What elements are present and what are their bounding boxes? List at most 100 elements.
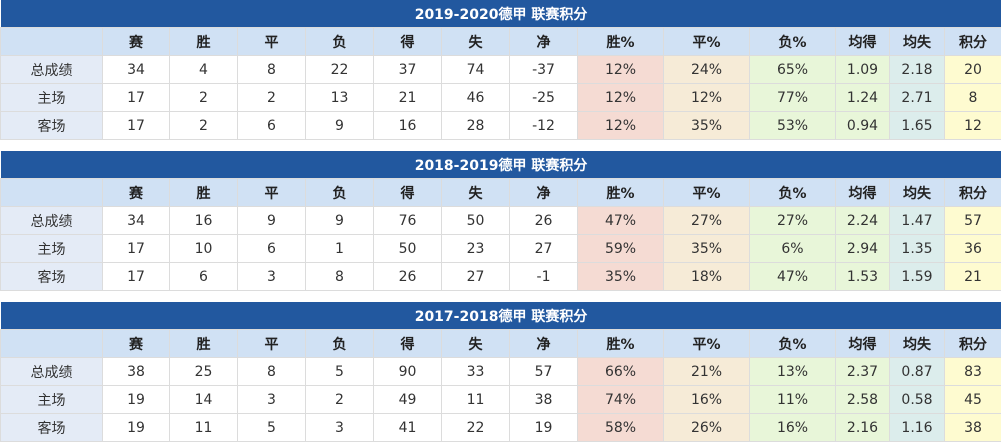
cell-points: 45: [943, 385, 1001, 414]
cell-row-label: 客场: [0, 111, 103, 140]
cell-loss-pct: 13%: [749, 357, 836, 386]
cell-goals-against: 46: [441, 83, 510, 112]
cell-wins: 10: [169, 234, 238, 263]
table-row: 主场 19 14 3 2 49 11 38 74% 16% 11% 2.58 0.58 45: [0, 385, 1001, 414]
cell-goals-against: 28: [441, 111, 510, 140]
cell-played: 34: [102, 206, 170, 235]
header-played: 赛: [102, 329, 170, 358]
cell-goals-for: 41: [373, 413, 442, 442]
cell-goals-for: 21: [373, 83, 442, 112]
cell-avg-goals-against: 0.58: [889, 385, 945, 414]
cell-draw-pct: 21%: [663, 357, 750, 386]
cell-played: 17: [102, 262, 170, 291]
cell-points: 36: [943, 234, 1001, 263]
cell-played: 19: [102, 413, 170, 442]
header-row-label: [0, 178, 103, 207]
cell-loss-pct: 16%: [749, 413, 836, 442]
header-goals-for: 得: [373, 329, 442, 358]
header-avg-goals-against: 均失: [889, 27, 945, 56]
cell-played: 38: [102, 357, 170, 386]
cell-draw-pct: 24%: [663, 55, 750, 84]
cell-goals-for: 26: [373, 262, 442, 291]
cell-wins: 2: [169, 83, 238, 112]
cell-wins: 14: [169, 385, 238, 414]
cell-avg-goals-for: 2.24: [835, 206, 890, 235]
cell-avg-goals-against: 1.35: [889, 234, 945, 263]
cell-win-pct: 74%: [577, 385, 664, 414]
cell-losses: 8: [305, 262, 374, 291]
header-points: 积分: [943, 27, 1001, 56]
cell-avg-goals-for: 1.24: [835, 83, 890, 112]
header-goals-against: 失: [441, 178, 510, 207]
cell-wins: 6: [169, 262, 238, 291]
cell-row-label: 总成绩: [0, 55, 103, 84]
cell-avg-goals-for: 2.58: [835, 385, 890, 414]
cell-goal-diff: -1: [509, 262, 578, 291]
cell-goals-against: 22: [441, 413, 510, 442]
header-win-pct: 胜%: [577, 178, 664, 207]
cell-avg-goals-against: 1.65: [889, 111, 945, 140]
cell-loss-pct: 53%: [749, 111, 836, 140]
cell-goal-diff: 57: [509, 357, 578, 386]
cell-points: 20: [943, 55, 1001, 84]
table-title: 2019-2020德甲 联赛积分: [0, 0, 1001, 28]
cell-win-pct: 58%: [577, 413, 664, 442]
cell-row-label: 主场: [0, 83, 103, 112]
cell-played: 17: [102, 83, 170, 112]
header-points: 积分: [943, 329, 1001, 358]
table-title: 2018-2019德甲 联赛积分: [0, 151, 1001, 179]
header-row-label: [0, 27, 103, 56]
cell-goals-against: 11: [441, 385, 510, 414]
header-avg-goals-for: 均得: [835, 329, 890, 358]
header-draw-pct: 平%: [663, 329, 750, 358]
table-row: 主场 17 10 6 1 50 23 27 59% 35% 6% 2.94 1.35 36: [0, 234, 1001, 263]
cell-goal-diff: -25: [509, 83, 578, 112]
table-row: 客场 17 6 3 8 26 27 -1 35% 18% 47% 1.53 1.59 21: [0, 262, 1001, 291]
header-goal-diff: 净: [509, 329, 578, 358]
cell-avg-goals-against: 2.18: [889, 55, 945, 84]
header-goals-against: 失: [441, 329, 510, 358]
cell-row-label: 主场: [0, 234, 103, 263]
header-losses: 负: [305, 178, 374, 207]
table-row: 总成绩 38 25 8 5 90 33 57 66% 21% 13% 2.37 0.87 83: [0, 357, 1001, 386]
standings-table: 2019-2020德甲 联赛积分赛胜平负得失净胜% 平% 负% 均得 均失 积分 总成绩 34…: [0, 0, 1001, 140]
header-goal-diff: 净: [509, 27, 578, 56]
cell-losses: 13: [305, 83, 374, 112]
cell-row-label: 客场: [0, 262, 103, 291]
cell-loss-pct: 6%: [749, 234, 836, 263]
cell-losses: 5: [305, 357, 374, 386]
cell-goals-for: 37: [373, 55, 442, 84]
cell-avg-goals-against: 1.59: [889, 262, 945, 291]
header-draws: 平: [237, 27, 306, 56]
cell-avg-goals-against: 1.16: [889, 413, 945, 442]
cell-points: 8: [943, 83, 1001, 112]
cell-goals-against: 50: [441, 206, 510, 235]
cell-draw-pct: 12%: [663, 83, 750, 112]
header-avg-goals-against: 均失: [889, 329, 945, 358]
header-played: 赛: [102, 27, 170, 56]
header-wins: 胜: [169, 27, 238, 56]
header-avg-goals-for: 均得: [835, 27, 890, 56]
cell-losses: 1: [305, 234, 374, 263]
header-avg-goals-against: 均失: [889, 178, 945, 207]
cell-win-pct: 12%: [577, 83, 664, 112]
header-goals-for: 得: [373, 27, 442, 56]
cell-played: 17: [102, 111, 170, 140]
cell-points: 83: [943, 357, 1001, 386]
cell-avg-goals-against: 0.87: [889, 357, 945, 386]
header-draws: 平: [237, 329, 306, 358]
cell-draws: 6: [237, 234, 306, 263]
cell-goals-for: 50: [373, 234, 442, 263]
cell-points: 21: [943, 262, 1001, 291]
header-win-pct: 胜%: [577, 27, 664, 56]
header-row: 赛胜平负得失净胜% 平% 负% 均得 均失 积分: [0, 27, 1001, 56]
table-row: 主场 17 2 2 13 21 46 -25 12% 12% 77% 1.24 2.71 8: [0, 83, 1001, 112]
table-row: 客场 19 11 5 3 41 22 19 58% 26% 16% 2.16 1.16 38: [0, 413, 1001, 442]
cell-draws: 2: [237, 83, 306, 112]
cell-draw-pct: 26%: [663, 413, 750, 442]
header-loss-pct: 负%: [749, 27, 836, 56]
header-losses: 负: [305, 27, 374, 56]
cell-draws: 8: [237, 357, 306, 386]
cell-win-pct: 12%: [577, 111, 664, 140]
